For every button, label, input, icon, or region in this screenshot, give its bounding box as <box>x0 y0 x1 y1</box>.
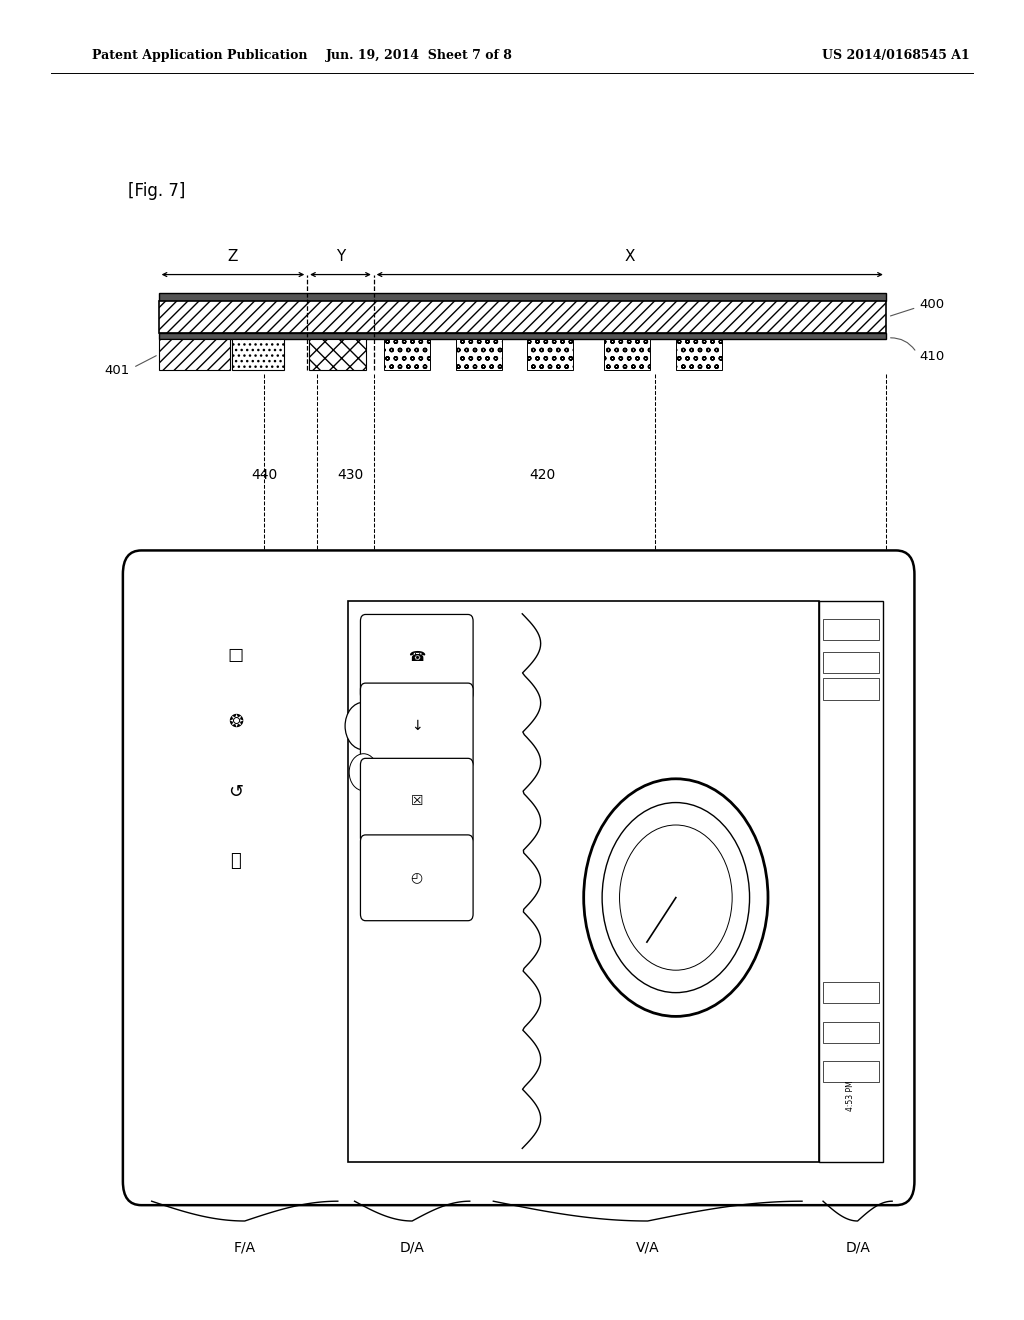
Circle shape <box>584 779 768 1016</box>
Bar <box>676 339 722 370</box>
Text: 410: 410 <box>920 350 945 363</box>
Bar <box>823 1061 879 1082</box>
Bar <box>819 601 883 1162</box>
Bar <box>823 1022 879 1043</box>
Text: ⌖: ⌖ <box>230 851 241 870</box>
Text: Z: Z <box>227 249 239 264</box>
Text: 430: 430 <box>337 469 364 482</box>
Text: Jun. 19, 2014  Sheet 7 of 8: Jun. 19, 2014 Sheet 7 of 8 <box>327 49 513 62</box>
Text: Patent Application Publication: Patent Application Publication <box>92 49 307 62</box>
FancyBboxPatch shape <box>360 836 473 921</box>
Circle shape <box>602 803 750 993</box>
Text: 420: 420 <box>529 469 556 482</box>
Bar <box>527 339 573 370</box>
FancyBboxPatch shape <box>360 684 473 768</box>
Text: 400: 400 <box>920 298 945 312</box>
Bar <box>159 333 886 339</box>
Bar <box>232 339 284 370</box>
Text: D/A: D/A <box>845 1241 870 1255</box>
Text: ☒: ☒ <box>411 795 423 808</box>
Text: ↓: ↓ <box>411 719 423 733</box>
Text: [Fig. 7]: [Fig. 7] <box>128 182 185 201</box>
Circle shape <box>620 825 732 970</box>
Bar <box>823 678 879 700</box>
Text: 440: 440 <box>251 469 278 482</box>
Text: 401: 401 <box>104 364 130 376</box>
Bar <box>348 601 819 1162</box>
Text: ◴: ◴ <box>411 871 423 884</box>
FancyBboxPatch shape <box>360 615 473 700</box>
Bar <box>159 339 230 370</box>
Bar <box>159 301 886 333</box>
FancyBboxPatch shape <box>123 550 914 1205</box>
FancyBboxPatch shape <box>360 758 473 845</box>
Bar <box>309 339 366 370</box>
Bar <box>823 982 879 1003</box>
Text: ❂: ❂ <box>228 713 243 731</box>
Bar <box>159 293 886 301</box>
Text: ↺: ↺ <box>228 783 243 801</box>
Bar <box>384 339 430 370</box>
Bar <box>456 339 502 370</box>
Text: ☎: ☎ <box>409 651 425 664</box>
Text: ☐: ☐ <box>227 648 244 667</box>
Circle shape <box>349 754 378 791</box>
Circle shape <box>345 702 382 750</box>
Text: Y: Y <box>336 249 345 264</box>
Text: D/A: D/A <box>399 1241 425 1255</box>
Text: F/A: F/A <box>233 1241 256 1255</box>
Text: V/A: V/A <box>636 1241 659 1255</box>
Text: US 2014/0168545 A1: US 2014/0168545 A1 <box>822 49 970 62</box>
Text: X: X <box>625 249 635 264</box>
Bar <box>823 652 879 673</box>
Bar <box>604 339 650 370</box>
Text: 4:53 PM: 4:53 PM <box>847 1080 855 1111</box>
Bar <box>823 619 879 640</box>
